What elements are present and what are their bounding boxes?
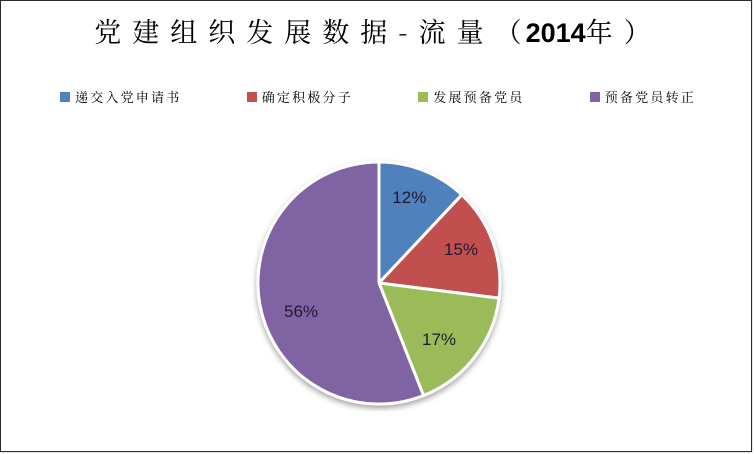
svg-text:56%: 56% <box>284 302 318 321</box>
svg-text:15%: 15% <box>444 240 478 259</box>
svg-text:12%: 12% <box>392 188 426 207</box>
svg-text:17%: 17% <box>422 330 456 349</box>
